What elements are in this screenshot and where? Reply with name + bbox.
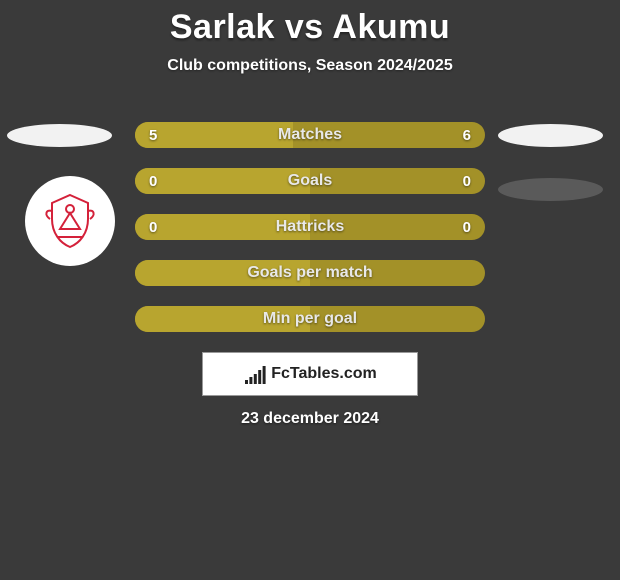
stat-rows: Matches 5 6 Goals 0 0 Hattricks 0 0 Goals per mat… bbox=[135, 122, 485, 352]
stat-value-right: 0 bbox=[463, 219, 471, 236]
team-left-flag bbox=[7, 124, 112, 147]
stat-label: Goals bbox=[288, 172, 332, 190]
stat-label: Goals per match bbox=[247, 264, 372, 282]
stat-row: Goals 0 0 bbox=[135, 168, 485, 194]
stat-row: Matches 5 6 bbox=[135, 122, 485, 148]
stat-label: Matches bbox=[278, 126, 342, 144]
stat-label: Hattricks bbox=[276, 218, 344, 236]
stat-row: Hattricks 0 0 bbox=[135, 214, 485, 240]
stat-value-right: 6 bbox=[463, 127, 471, 144]
stat-value-left: 5 bbox=[149, 127, 157, 144]
page-title: Sarlak vs Akumu bbox=[0, 0, 620, 47]
comparison-card: Sarlak vs Akumu Club competitions, Seaso… bbox=[0, 0, 620, 580]
stat-label: Min per goal bbox=[263, 310, 357, 328]
snapshot-date: 23 december 2024 bbox=[0, 410, 620, 428]
stat-value-left: 0 bbox=[149, 173, 157, 190]
page-subtitle: Club competitions, Season 2024/2025 bbox=[0, 57, 620, 75]
stat-bar-left-fill bbox=[135, 168, 310, 194]
stat-value-right: 0 bbox=[463, 173, 471, 190]
brand-watermark: FcTables.com bbox=[202, 352, 418, 396]
brand-bars-icon bbox=[243, 364, 267, 384]
stat-row: Min per goal bbox=[135, 306, 485, 332]
stat-row: Goals per match bbox=[135, 260, 485, 286]
stat-bar-left-fill bbox=[135, 122, 293, 148]
team-left-club-badge bbox=[25, 176, 115, 266]
brand-text: FcTables.com bbox=[271, 365, 377, 383]
club-emblem-icon bbox=[38, 189, 102, 253]
team-right-flag bbox=[498, 124, 603, 147]
team-right-secondary-flag bbox=[498, 178, 603, 201]
stat-value-left: 0 bbox=[149, 219, 157, 236]
